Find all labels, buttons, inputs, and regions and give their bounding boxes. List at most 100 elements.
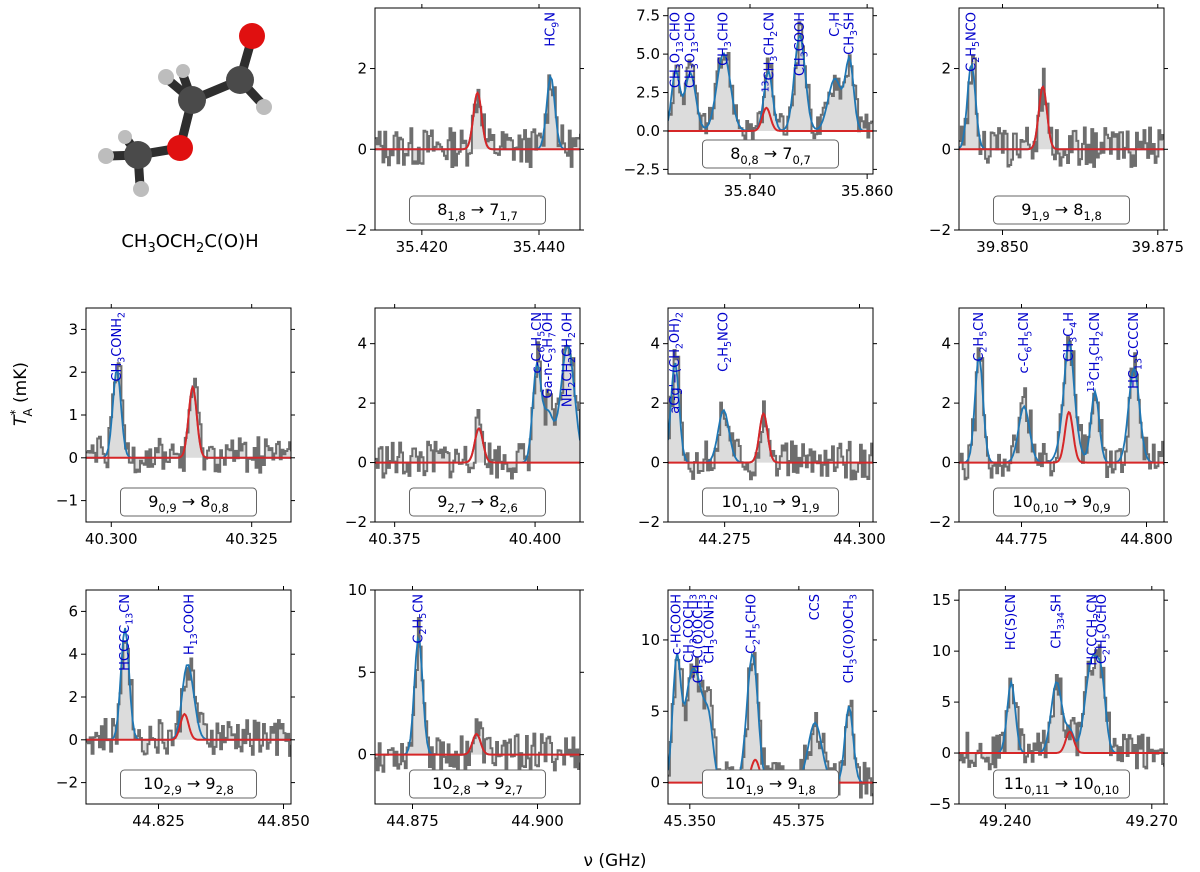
y-tick-label: 10 [348, 581, 367, 599]
y-tick-label: −2 [345, 513, 367, 531]
observed-spectrum [668, 21, 873, 143]
species-label: CH3​CHO [717, 12, 735, 66]
molecule-model-line [668, 411, 873, 464]
y-tick-label: 2 [941, 394, 951, 412]
panel-1: −2 0 2 35.420 35.440 HC9​N 81,8​ → 71,7​ [345, 4, 584, 256]
x-tick-label: 44.275 [698, 530, 751, 548]
x-tick-label: 44.300 [833, 530, 886, 548]
species-label: C2​H5​CN [972, 312, 990, 362]
panel-frame [958, 7, 1165, 231]
panel-11: −5 0 5 10 15 49.240 49.270 HC(S)CN CH334​SH HCCCH… [929, 586, 1178, 830]
x-tick-label: 49.240 [979, 812, 1032, 830]
observed-fill [668, 652, 873, 798]
species-label: NH2​CH2​CH2​OH [561, 312, 579, 407]
y-tick-label: 2 [68, 688, 78, 706]
transition-label: 102,8​ → 92,7​ [432, 774, 523, 797]
y-tick-label: −1 [56, 492, 78, 510]
y-tick-label: 4 [650, 335, 660, 353]
y-tick-label: 2 [650, 394, 660, 412]
species-label: C2​H5​NCO [964, 12, 982, 72]
species-label: Ga-n-C3​H7​OH [541, 312, 559, 398]
species-label: 13​CH3​CH2​CN [1086, 312, 1106, 392]
y-tick-label: 0 [357, 140, 367, 158]
panel-frame [374, 7, 581, 231]
y-tick-label: 7.5 [636, 7, 660, 25]
observed-spectrum [86, 640, 291, 757]
x-tick-label: 45.375 [773, 812, 826, 830]
species-label: HC13​CCCCN [1127, 312, 1145, 389]
y-tick-label: 1 [68, 406, 78, 424]
observed-fill [86, 641, 291, 756]
molecule-model-line [86, 712, 291, 741]
y-tick-label: 10 [932, 642, 951, 660]
transition-box [993, 769, 1130, 799]
y-tick-label: 0 [68, 731, 78, 749]
transition-box [993, 487, 1130, 517]
panel-6: −2 0 2 4 44.275 44.300 aGg'−(CH2​OH)2​ C2​H5​NC… [638, 304, 886, 548]
y-tick-label: 0 [941, 744, 951, 762]
molecule-model-line [86, 384, 291, 459]
y-tick-label: 0 [68, 449, 78, 467]
y-tick-label: 4 [357, 335, 367, 353]
species-label: CH3​C4​H [1062, 312, 1080, 362]
species-label: aGg'−(CH2​OH)2​ [668, 312, 686, 414]
y-tick-label: −2 [638, 513, 660, 531]
panel-frame [374, 589, 581, 805]
transition-box [409, 487, 546, 517]
transition-label: 102,9​ → 92,8​ [143, 774, 234, 797]
x-tick-label: 44.875 [386, 812, 439, 830]
species-label: C2​H5​CHO [745, 594, 763, 654]
y-tick-label: 5 [941, 693, 951, 711]
x-tick-label: 44.800 [1120, 530, 1173, 548]
observed-spectrum [959, 54, 1164, 168]
y-tick-label: 2.5 [636, 84, 660, 102]
species-label: CH334​SH [1050, 594, 1068, 649]
observed-spectrum [668, 651, 873, 799]
panel-5: −2 0 2 4 40.375 40.400 c-C6​H5​CNGa-n-C3​H7​OH… [345, 304, 584, 548]
species-label: HC(S)CN [1004, 594, 1019, 650]
transition-box [409, 769, 546, 799]
observed-spectrum [375, 74, 580, 168]
panel-9: 0 5 10 44.875 44.900 C2​H5​CN 102,8​ → 92,7​ [348, 581, 584, 830]
y-tick-label: 0 [650, 774, 660, 792]
species-label: CH3​CONH2​ [702, 594, 720, 664]
panel-7: −2 0 2 4 44.775 44.800 C2​H5​CN c-C6​H5​CN CH3​C… [929, 304, 1173, 548]
species-label: 13​CH3​CH2​CN [760, 12, 780, 92]
transition-box [120, 769, 257, 799]
transition-label: 110,11​ → 100,10​ [1004, 774, 1120, 797]
y-tick-label: 2 [941, 60, 951, 78]
transition-label: 92,7​ → 82,6​ [437, 492, 518, 515]
transition-label: 91,9​ → 81,8​ [1021, 200, 1102, 223]
y-tick-label: 0.0 [636, 122, 660, 140]
x-tick-label: 35.440 [513, 238, 566, 256]
y-tick-label: −2 [345, 221, 367, 239]
species-label: CH3​C(O)OCH3​ [842, 594, 860, 683]
species-label: CH3​O13​CHO [669, 12, 687, 88]
molecule-model-line [668, 106, 873, 132]
y-tick-label: 0 [650, 454, 660, 472]
molecule-model-line [959, 410, 1164, 464]
species-label: C7​H [828, 12, 846, 37]
transition-label: 80,8​ → 70,7​ [730, 144, 811, 167]
x-tick-label: 40.375 [368, 530, 421, 548]
x-axis-label: ν (GHz) [583, 851, 646, 871]
y-tick-label: 0 [941, 140, 951, 158]
species-label: c-HCOOH [670, 594, 685, 655]
species-label: HCCCC13​CN [118, 594, 136, 671]
molecule-model-line [375, 427, 580, 464]
y-tick-label: 0 [357, 746, 367, 764]
species-label: C2​H5​CN [412, 594, 430, 644]
x-tick-label: 35.840 [724, 182, 777, 200]
y-tick-label: 4 [68, 645, 78, 663]
species-label: c-C6​H5​CN [530, 312, 548, 373]
transition-label: 100,10​ → 90,9​ [1012, 492, 1110, 515]
x-tick-label: 44.850 [257, 812, 310, 830]
molecule-model-line [375, 732, 580, 756]
species-label: c-C6​H5​CN [1017, 312, 1035, 373]
molecule-model-line [375, 90, 580, 151]
x-tick-label: 35.860 [841, 182, 894, 200]
species-label: C2​H5​NCO [717, 312, 735, 372]
molecule-model-line [959, 84, 1164, 151]
y-tick-label: 2 [357, 60, 367, 78]
